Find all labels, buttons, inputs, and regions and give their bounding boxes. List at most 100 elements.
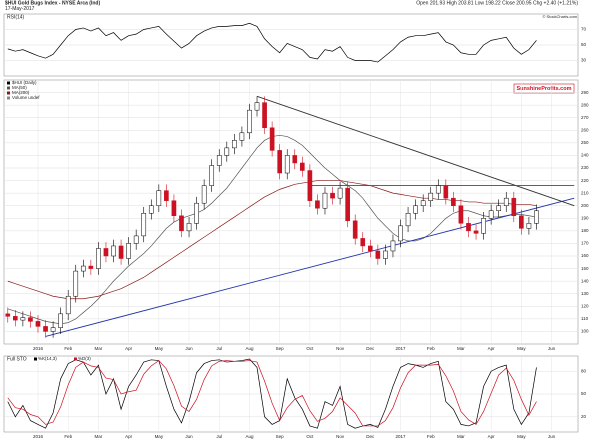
candle-body: [141, 213, 147, 237]
candle-body: [156, 190, 162, 206]
x-tick-label: Oct: [306, 434, 314, 439]
x-tick-label: Apr: [488, 346, 496, 351]
candle-body: [20, 317, 26, 321]
candle-body: [352, 220, 358, 239]
candle-body: [239, 132, 245, 141]
candle-body: [58, 313, 63, 328]
candle-body: [269, 127, 275, 151]
candle-body: [488, 210, 494, 219]
candle-body: [534, 210, 539, 224]
candle-body: [398, 225, 403, 242]
legend-label: MA(50): [12, 85, 27, 90]
candle-body: [171, 200, 177, 217]
x-tick-label: 2017: [396, 434, 407, 439]
y-tick-label: 100: [581, 329, 589, 334]
candle-body: [164, 190, 169, 201]
x-tick-label: May: [517, 346, 526, 351]
watermark: SunshineProfits.com: [516, 86, 571, 92]
candle-body: [232, 140, 237, 149]
candle-body: [360, 238, 366, 247]
trendline: [256, 95, 575, 207]
candle-body: [330, 192, 335, 199]
legend-swatch: [74, 357, 77, 361]
candle-body: [383, 250, 388, 259]
candle-body: [300, 162, 305, 171]
candle-body: [292, 155, 298, 164]
watermark-box: [513, 83, 575, 94]
legend-swatch: [7, 86, 10, 90]
x-tick-label: Mar: [457, 346, 465, 351]
legend-label: $HUI (Daily): [12, 80, 37, 85]
x-tick-label: Mar: [95, 346, 103, 351]
x-tick-label: Apr: [125, 346, 133, 351]
y-tick-label: 70: [581, 27, 587, 32]
candle-body: [503, 197, 509, 206]
candle-body: [428, 192, 434, 201]
candle-body: [405, 213, 411, 227]
candle-body: [216, 155, 222, 166]
x-tick-label: Aug: [245, 434, 254, 439]
x-tick-label: Feb: [64, 434, 72, 439]
price-panel: [3, 79, 579, 345]
candle-body: [28, 317, 33, 322]
candle-body: [194, 202, 199, 224]
x-tick-label: May: [517, 434, 526, 439]
candle-body: [262, 102, 267, 129]
x-tick-label: Feb: [427, 434, 435, 439]
x-tick-label: Aug: [245, 346, 254, 351]
candle-body: [13, 316, 18, 321]
y-tick-label: 50: [581, 42, 587, 47]
header-date: 17-May-2017: [5, 6, 35, 12]
candle-body: [96, 248, 101, 269]
y-tick-label: 140: [581, 278, 589, 283]
candle-body: [435, 185, 441, 194]
candle-body: [111, 245, 116, 257]
x-tick-label: Mar: [457, 434, 465, 439]
x-tick-label: Nov: [336, 434, 345, 439]
x-tick-label: Feb: [427, 346, 435, 351]
y-tick-label: 210: [581, 190, 589, 195]
candle-body: [367, 245, 373, 252]
y-tick-label: 260: [581, 127, 589, 132]
legend-swatch: [7, 91, 10, 95]
candle-body: [413, 205, 418, 214]
candle-body: [511, 197, 517, 217]
candle-body: [103, 248, 109, 257]
candle-body: [209, 165, 215, 186]
candle-body: [50, 327, 56, 332]
x-tick-label: Oct: [306, 346, 314, 351]
candle-body: [345, 187, 350, 222]
candle-body: [35, 321, 41, 327]
candle-body: [307, 170, 313, 201]
header-quote: Open 201.93 High 203.81 Low 198.22 Close…: [416, 0, 578, 6]
x-tick-label: Jul: [216, 346, 222, 351]
legend-label: %K(14,3): [38, 356, 57, 361]
y-tick-label: 280: [581, 102, 589, 107]
legend-label: Volume undef: [12, 95, 40, 100]
x-tick-label: Nov: [336, 346, 345, 351]
stochastic-label: Full STO: [7, 356, 27, 362]
candle-body: [224, 147, 230, 156]
candle-body: [186, 223, 192, 232]
x-tick-label: Apr: [125, 434, 133, 439]
candle-body: [519, 215, 524, 229]
candle-body: [277, 150, 282, 174]
candle-body: [43, 326, 48, 332]
candle-body: [284, 155, 290, 174]
y-tick-label: 230: [581, 165, 589, 170]
candle-body: [118, 245, 124, 259]
candle-body: [201, 185, 207, 204]
candle-body: [80, 265, 86, 272]
legend-swatch: [34, 357, 37, 361]
x-tick-label: Jun: [185, 346, 193, 351]
y-tick-label: 50: [581, 391, 587, 396]
y-tick-label: 200: [581, 203, 589, 208]
x-tick-label: Jun: [548, 346, 556, 351]
x-tick-label: Jun: [185, 434, 193, 439]
x-tick-label: May: [155, 346, 164, 351]
x-tick-label: May: [155, 434, 164, 439]
candle-body: [337, 187, 343, 199]
y-tick-label: 180: [581, 228, 589, 233]
candle-body: [526, 223, 532, 229]
